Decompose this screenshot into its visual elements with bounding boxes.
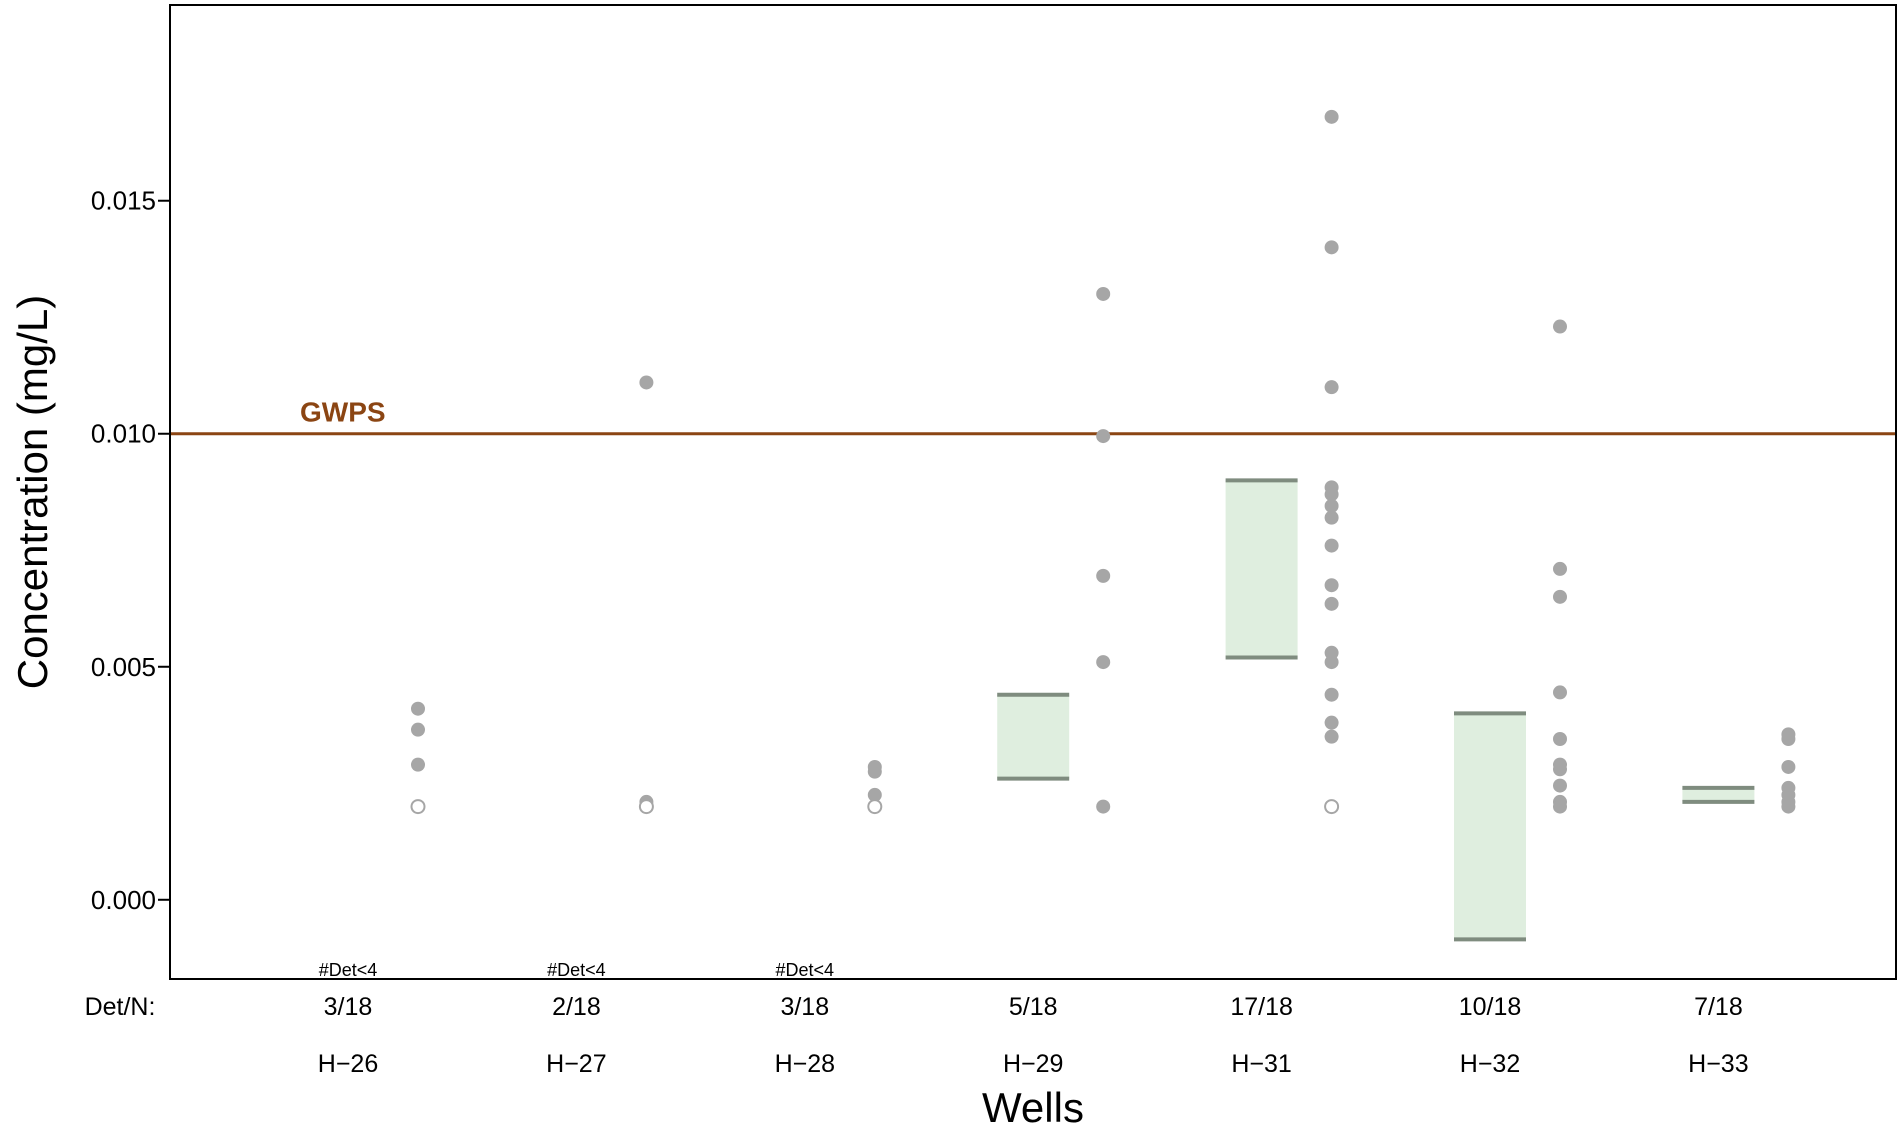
detect-point	[1781, 759, 1796, 774]
detect-point	[1324, 687, 1339, 702]
detect-point	[1553, 762, 1567, 777]
detect-point	[867, 764, 882, 779]
det-n-value: 3/18	[780, 993, 829, 1021]
detect-point	[1096, 799, 1111, 814]
nondetect-point	[638, 799, 654, 815]
detect-point	[1553, 319, 1567, 334]
det-n-value: 3/18	[324, 993, 373, 1021]
well-label: H−31	[1231, 1050, 1291, 1078]
x-axis-labels: #Det<4 3/18 H−26 #Det<4 2/18 H−27 #Det<4 3/18 H−…	[318, 960, 1749, 1078]
detect-point	[1324, 498, 1339, 513]
nondetect-point	[867, 799, 883, 815]
detect-point	[1324, 596, 1339, 611]
detect-point	[1324, 578, 1339, 593]
well-group	[867, 759, 883, 815]
det-n-value: 17/18	[1230, 993, 1293, 1021]
nondetect-point	[1324, 799, 1340, 815]
well-group	[997, 286, 1111, 814]
well-label: H−27	[546, 1050, 606, 1078]
detect-point	[1781, 799, 1796, 814]
well-label: H−29	[1003, 1050, 1063, 1078]
detect-point	[1781, 731, 1796, 746]
y-tick-label: 0.010	[91, 419, 156, 449]
detect-point	[1324, 380, 1339, 395]
interval-box	[1225, 480, 1298, 658]
interval-box	[1454, 713, 1526, 940]
interval-box	[1682, 787, 1755, 802]
detect-point	[1553, 731, 1567, 746]
detect-point	[1324, 487, 1339, 502]
det-note-label: #Det<4	[547, 960, 606, 980]
well-label: H−28	[775, 1050, 835, 1078]
detect-point	[1553, 589, 1567, 604]
det-n-value: 10/18	[1459, 993, 1522, 1021]
detect-point	[1324, 240, 1339, 255]
detect-point	[1324, 729, 1339, 744]
y-tick-label: 0.015	[91, 186, 156, 216]
detect-point	[1324, 109, 1339, 124]
detect-point	[1096, 568, 1111, 583]
detect-point	[411, 757, 425, 772]
well-group	[1225, 109, 1340, 815]
detect-point	[1324, 538, 1339, 553]
y-axis: 0.000 0.005 0.010 0.015	[91, 186, 170, 915]
det-n-value: 2/18	[552, 993, 601, 1021]
det-n-value: 7/18	[1694, 993, 1743, 1021]
detect-point	[1553, 799, 1567, 814]
detect-point	[639, 375, 654, 390]
det-note-label: #Det<4	[776, 960, 835, 980]
det-n-heading: Det/N:	[85, 993, 156, 1021]
well-group	[1454, 319, 1567, 942]
det-note-label: #Det<4	[319, 960, 378, 980]
detect-point	[1324, 715, 1339, 730]
x-axis-title: Wells	[982, 1084, 1084, 1131]
detect-point	[1096, 429, 1111, 444]
gwps-label: GWPS	[300, 397, 386, 428]
detect-point	[1553, 561, 1567, 576]
well-group	[1682, 727, 1796, 814]
y-tick-label: 0.000	[91, 885, 156, 915]
well-label: H−33	[1688, 1050, 1748, 1078]
plot-marks	[410, 109, 1796, 942]
y-tick-label: 0.005	[91, 652, 156, 682]
nondetect-point	[410, 799, 426, 815]
well-group	[638, 375, 654, 815]
y-axis-title: Concentration (mg/L)	[9, 295, 56, 690]
well-label: H−32	[1460, 1050, 1520, 1078]
well-group	[410, 701, 426, 815]
detect-point	[1324, 510, 1339, 525]
det-n-value: 5/18	[1009, 993, 1058, 1021]
detect-point	[1553, 685, 1567, 700]
well-label: H−26	[318, 1050, 378, 1078]
detect-point	[1096, 655, 1111, 670]
plot-frame	[169, 4, 1897, 980]
detect-point	[411, 722, 425, 737]
detect-point	[1096, 286, 1111, 301]
detect-point	[867, 787, 882, 802]
detect-point	[1553, 778, 1567, 793]
interval-box	[997, 694, 1070, 779]
detect-point	[1324, 655, 1339, 670]
detect-point	[411, 701, 425, 716]
